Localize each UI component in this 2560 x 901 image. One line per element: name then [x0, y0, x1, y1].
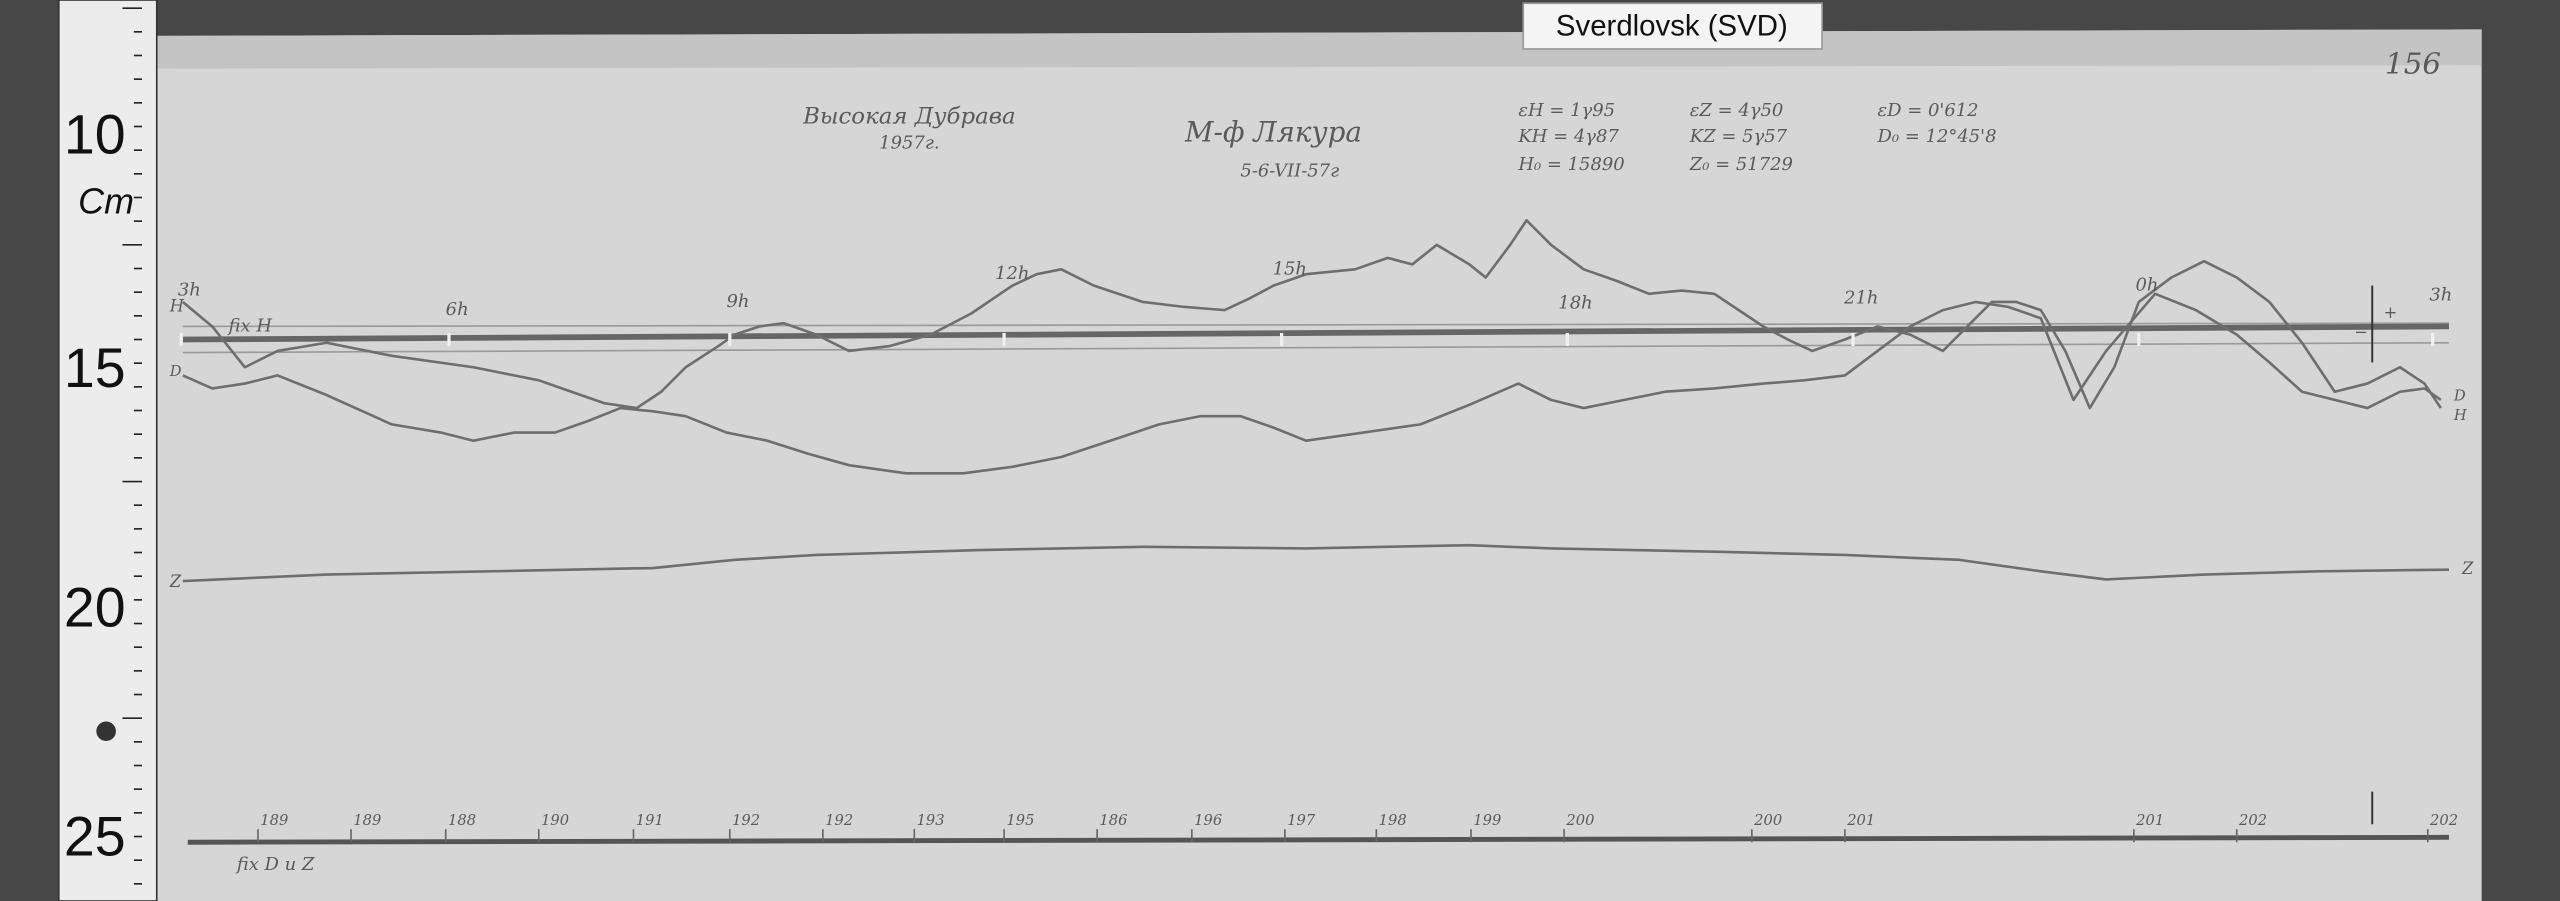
paper-edge: [155, 29, 2482, 69]
parameter: εH = 1γ95: [1518, 100, 1615, 121]
ruler-unit: Cm: [78, 181, 134, 222]
curve-label: Z: [169, 572, 182, 591]
year: 1957г.: [879, 133, 939, 154]
ruler-number: 25: [64, 805, 126, 867]
paper-sheet: [155, 29, 2482, 901]
time-number: 189: [353, 812, 381, 829]
baseline: [182, 322, 2449, 328]
parameter: KH = 4γ87: [1517, 126, 1619, 147]
h-baseline: [182, 323, 2449, 343]
parameter: D₀ = 12°45'8: [1877, 126, 1997, 147]
parameter: H₀ = 15890: [1517, 154, 1624, 175]
hour-label: 3h: [178, 280, 201, 301]
curve-label: H: [2453, 407, 2468, 424]
observer: М-ф Лякура: [1184, 115, 1362, 148]
time-number: 198: [1379, 812, 1407, 829]
time-number: 200: [1565, 812, 1594, 829]
hour-label: 12h: [995, 263, 1029, 284]
time-number: 186: [1099, 812, 1127, 829]
ruler-number: 10: [64, 103, 126, 165]
hour-label: 15h: [1273, 258, 1307, 279]
ruler-number: 15: [64, 337, 126, 399]
time-number: 196: [1194, 812, 1222, 829]
hour-label: 21h: [1843, 288, 1878, 309]
parameter: εZ = 4γ50: [1690, 100, 1783, 121]
hour-label: 9h: [726, 291, 749, 312]
z-trace: [182, 543, 2449, 583]
h-trace: [182, 219, 2442, 410]
time-number: 189: [260, 812, 288, 829]
time-number: 190: [541, 812, 569, 829]
parameter: Z₀ = 51729: [1689, 154, 1793, 175]
station-label: Sverdlovsk (SVD): [1556, 10, 1788, 43]
time-number: 201: [2135, 812, 2164, 829]
time-number: 192: [825, 812, 853, 829]
curve-label: D: [2453, 388, 2466, 405]
curve-label: +: [2384, 303, 2398, 322]
hour-label: 6h: [446, 299, 469, 320]
time-number: 192: [732, 812, 760, 829]
ruler-number: 20: [64, 577, 126, 639]
time-number: 199: [1473, 812, 1501, 829]
fix-label: fix D и Z: [235, 854, 315, 875]
curve-label: Z: [2461, 559, 2474, 578]
ruler-hole: [96, 721, 116, 742]
curve-label: D: [169, 363, 182, 380]
time-number: 201: [1846, 812, 1875, 829]
date: 5-6-VII-57г: [1240, 160, 1339, 181]
parameter: εD = 0'612: [1878, 100, 1979, 121]
time-number: 195: [1006, 812, 1034, 829]
page-number: 156: [2385, 46, 2441, 80]
time-number: 197: [1287, 812, 1316, 829]
ruler-ticks: [122, 7, 143, 885]
place-name: Высокая Дубрава: [802, 104, 1016, 130]
hour-label: 18h: [1558, 293, 1592, 314]
time-number: 202: [2238, 812, 2267, 829]
hour-label: 3h: [2429, 284, 2452, 305]
time-number: 191: [636, 812, 664, 829]
hour-label: 0h: [2135, 275, 2158, 296]
time-number: 200: [1753, 812, 1782, 829]
time-number: 193: [917, 812, 945, 829]
dz-baseline: [187, 834, 2449, 845]
curve-label: H: [169, 296, 185, 315]
time-number: 202: [2429, 812, 2458, 829]
baseline: [182, 341, 2449, 354]
time-number: 188: [448, 812, 476, 829]
station-label-box: [1522, 2, 1823, 50]
fix-label: fix H: [227, 315, 273, 336]
curve-label: −: [2354, 322, 2368, 341]
d-trace: [182, 292, 2442, 475]
parameter: KZ = 5γ57: [1689, 126, 1788, 147]
